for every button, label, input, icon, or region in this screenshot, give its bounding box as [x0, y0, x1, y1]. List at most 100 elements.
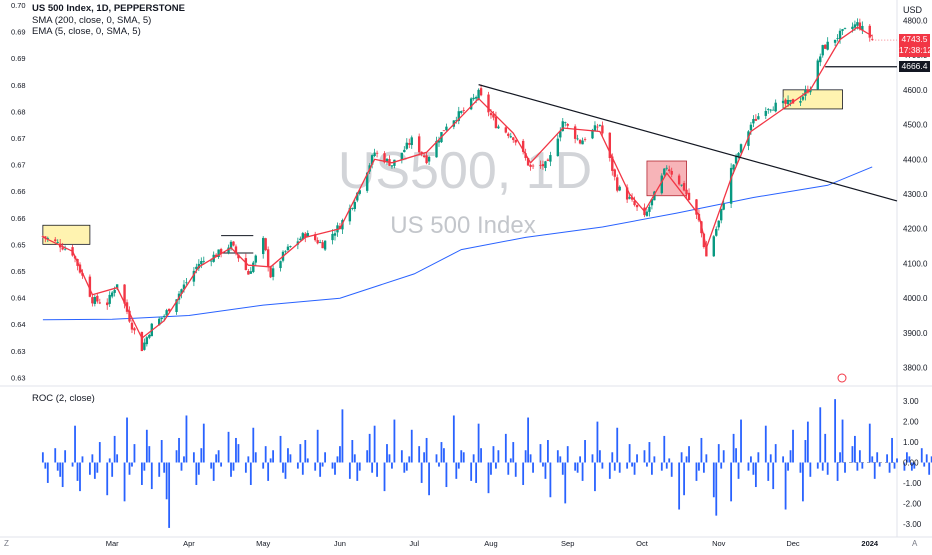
price-tick: 4800.0 — [903, 16, 928, 25]
roc-bar — [529, 454, 532, 463]
candle-body — [301, 233, 305, 240]
drawings[interactable] — [478, 39, 898, 383]
candle-body — [403, 149, 406, 153]
roc-bar — [920, 448, 923, 463]
roc-bar — [480, 448, 482, 463]
roc-bar — [131, 462, 133, 467]
roc-bar — [576, 462, 579, 473]
legend-sma: SMA (200, close, 0, SMA, 5) — [32, 14, 152, 26]
candle-body — [158, 318, 161, 326]
candle-body — [581, 140, 584, 145]
roc-bar — [165, 462, 168, 500]
candle-body — [838, 30, 842, 40]
roc-bar — [140, 462, 143, 485]
roc-bar — [695, 462, 698, 481]
roc-bar — [715, 462, 718, 516]
roc-bar — [574, 462, 577, 471]
candle-body — [46, 237, 50, 239]
candle-body — [544, 161, 547, 168]
roc-bar — [547, 440, 549, 463]
candle-body — [56, 241, 59, 243]
candle-body — [541, 164, 545, 167]
candle-body — [593, 125, 597, 132]
ema5-path — [42, 26, 873, 340]
roc-bar — [626, 462, 629, 469]
candle-body — [217, 249, 220, 257]
roc-bar — [61, 462, 64, 488]
candle-body — [96, 295, 99, 302]
roc-bar — [128, 462, 131, 475]
roc-bar — [702, 462, 705, 473]
roc-bar — [871, 456, 874, 463]
currency-label[interactable]: USD — [903, 5, 923, 15]
roc-bar — [88, 462, 91, 475]
roc-bar — [764, 425, 767, 463]
candle-body — [106, 302, 109, 306]
roc-tick: 3.00 — [903, 397, 919, 406]
candle-body — [737, 153, 740, 157]
roc-bar — [160, 440, 163, 463]
candle-body — [405, 142, 408, 149]
roc-bar — [646, 462, 648, 467]
roc-bar — [113, 435, 116, 463]
candle-body — [722, 203, 725, 210]
candle-body — [734, 155, 738, 164]
roc-bar — [116, 454, 119, 463]
roc-bar — [108, 458, 111, 463]
candle-body — [200, 261, 203, 265]
roc-bar — [462, 452, 465, 463]
roc-bar — [616, 427, 619, 463]
candle-body — [507, 133, 510, 136]
candle-body — [202, 260, 205, 262]
candle-body — [460, 111, 463, 113]
candle-body — [801, 96, 805, 100]
roc-bar — [774, 444, 777, 463]
candle-body — [573, 126, 577, 139]
candle-body — [180, 289, 183, 294]
roc-bar — [477, 423, 480, 463]
roc-bar — [856, 462, 859, 471]
candle-body — [266, 249, 270, 267]
candle-body — [219, 248, 223, 254]
left-tick: 0.68 — [11, 107, 26, 116]
candle-body — [591, 129, 594, 139]
roc-bar — [841, 419, 844, 463]
roc-bar — [334, 462, 336, 475]
roc-bar — [851, 446, 854, 463]
roc-bar — [244, 462, 247, 473]
roc-bar — [373, 425, 376, 463]
roc-bar — [809, 462, 812, 477]
roc-bar — [264, 446, 267, 463]
roc-bar — [299, 444, 302, 463]
roc-bar — [799, 462, 802, 473]
candle-body — [321, 242, 324, 249]
candle-body — [668, 169, 671, 172]
roc-bar — [150, 462, 153, 490]
candle-body — [625, 187, 629, 200]
price-tick: 4400.0 — [903, 155, 928, 164]
candle-body — [685, 189, 688, 195]
roc-bar — [279, 435, 282, 463]
candle-body — [566, 124, 569, 126]
roc-bar — [504, 433, 507, 463]
candle-body — [264, 238, 267, 251]
roc-bar — [769, 454, 772, 463]
grid — [0, 0, 932, 538]
candle-body — [252, 262, 255, 272]
candle-body — [539, 164, 542, 166]
roc-bar — [544, 462, 547, 479]
roc-bar — [878, 462, 881, 467]
price-tick: 4200.0 — [903, 225, 928, 234]
roc-bar — [148, 446, 151, 463]
candle-body — [244, 258, 248, 270]
candle-body — [608, 132, 612, 159]
candle-body — [717, 220, 720, 228]
left-tick: 0.64 — [11, 320, 26, 329]
time-tick: Nov — [712, 539, 726, 548]
candle-body — [732, 164, 735, 170]
roc-tick: 2.00 — [903, 418, 919, 427]
roc-bar — [353, 454, 356, 463]
roc-bar — [76, 462, 79, 481]
candle-body — [858, 22, 862, 30]
